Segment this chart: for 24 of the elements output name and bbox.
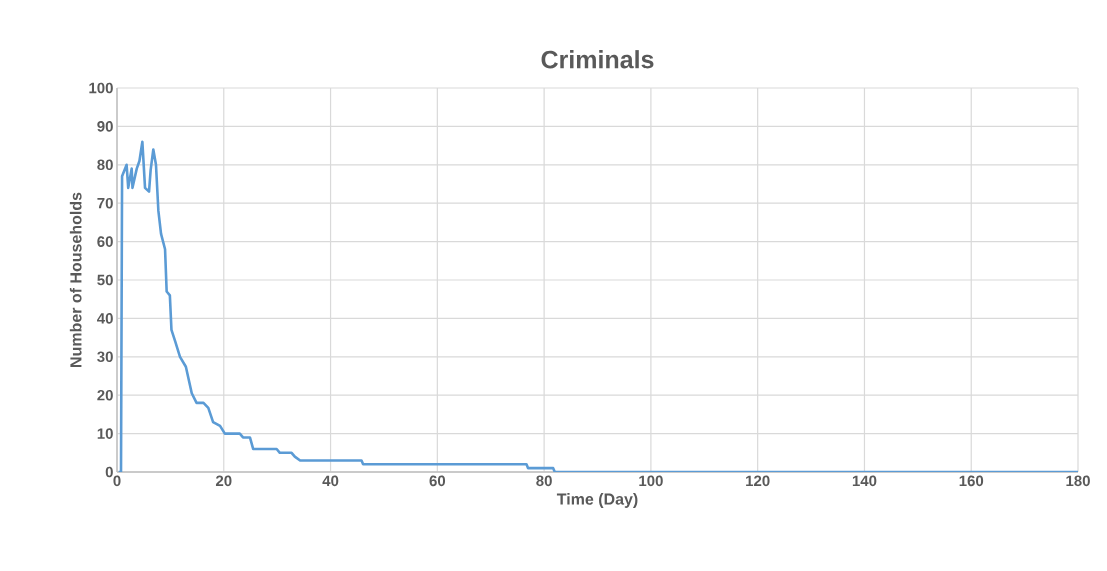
chart-title: Criminals	[541, 50, 654, 69]
y-tick-label: 70	[97, 197, 113, 209]
y-axis-title: Number of Households	[69, 192, 82, 367]
x-tick-label: 180	[1066, 475, 1090, 487]
y-tick-label: 80	[97, 159, 113, 171]
y-tick-label: 40	[97, 313, 113, 324]
x-tick-label: 40	[322, 475, 339, 487]
y-tick-label: 60	[97, 236, 113, 247]
y-tick-label: 30	[97, 351, 113, 363]
x-tick-label: 20	[215, 475, 232, 487]
x-axis-title: Time (Day)	[556, 493, 638, 508]
y-tick-label: 50	[97, 274, 113, 286]
y-tick-label: 20	[97, 389, 113, 401]
x-tick-label: 120	[746, 475, 770, 487]
x-tick-label: 100	[639, 475, 663, 487]
y-tick-label: 10	[97, 428, 113, 439]
x-tick-label: 80	[536, 475, 552, 487]
x-tick-label: 0	[113, 475, 121, 487]
y-tick-label: 0	[105, 466, 113, 478]
x-tick-label: 160	[959, 475, 984, 487]
x-tick-label: 60	[429, 475, 446, 487]
y-tick-label: 100	[89, 82, 113, 94]
y-tick-label: 90	[97, 121, 113, 132]
x-tick-label: 140	[852, 475, 877, 487]
